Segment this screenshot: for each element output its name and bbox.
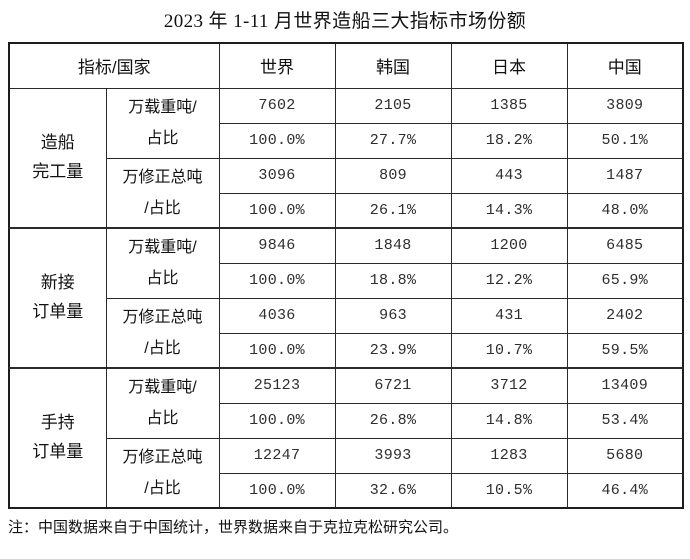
country-header-japan: 日本 (450, 42, 568, 89)
country-header-china: 中国 (566, 42, 684, 89)
value-cell: 5680 (566, 437, 684, 474)
share-cell: 50.1% (566, 122, 684, 159)
share-cell: 18.8% (334, 262, 452, 299)
share-cell: 12.2% (450, 262, 568, 299)
share-cell: 23.9% (334, 332, 452, 369)
table-row: 万修正总吨 /占比 3096 809 443 1487 (9, 157, 684, 229)
metric-label-cgt: 万修正总吨 /占比 (105, 437, 220, 509)
table-row: 100.0% 23.9% 10.7% 59.5% (9, 332, 684, 369)
value-cell: 1487 (566, 157, 684, 194)
corner-header-cell: 指标/国家 (8, 42, 220, 89)
share-cell: 100.0% (218, 472, 336, 509)
value-cell: 12247 (218, 437, 336, 474)
shipbuilding-indicators-table: 指标/国家 世界 韩国 日本 中国 造船 完工量 万载重吨/ 占比 7602 2… (8, 42, 685, 509)
share-cell: 18.2% (450, 122, 568, 159)
table-row: 手持 订单量 万载重吨/ 占比 25123 6721 3712 13409 (8, 367, 684, 509)
share-cell: 14.8% (450, 402, 568, 439)
table-row: 100.0% 26.1% 14.3% 48.0% (9, 192, 684, 229)
table-row: 100.0% 27.7% 18.2% 50.1% (9, 122, 684, 159)
country-header-korea: 韩国 (334, 42, 452, 89)
share-cell: 100.0% (218, 402, 336, 439)
section-label-completions: 造船 完工量 (8, 87, 107, 229)
metric-label-cgt: 万修正总吨 /占比 (105, 157, 220, 229)
value-cell: 1848 (334, 227, 452, 264)
table-header-row: 指标/国家 世界 韩国 日本 中国 (8, 42, 684, 89)
value-cell: 6485 (566, 227, 684, 264)
share-cell: 10.7% (450, 332, 568, 369)
value-cell: 809 (334, 157, 452, 194)
share-cell: 59.5% (566, 332, 684, 369)
value-cell: 3712 (450, 367, 568, 404)
value-cell: 431 (450, 297, 568, 334)
section-label-backlog: 手持 订单量 (8, 367, 107, 509)
section-label-new-orders: 新接 订单量 (8, 227, 107, 369)
table-row: 万修正总吨 /占比 12247 3993 1283 5680 (9, 437, 684, 509)
value-cell: 6721 (334, 367, 452, 404)
value-cell: 7602 (218, 87, 336, 124)
table-row: 万修正总吨 /占比 4036 963 431 2402 (9, 297, 684, 369)
value-cell: 2402 (566, 297, 684, 334)
metric-label-cgt: 万修正总吨 /占比 (105, 297, 220, 369)
value-cell: 1283 (450, 437, 568, 474)
value-cell: 3993 (334, 437, 452, 474)
table-row: 100.0% 32.6% 10.5% 46.4% (9, 472, 684, 509)
value-cell: 443 (450, 157, 568, 194)
table-row: 造船 完工量 万载重吨/ 占比 7602 2105 1385 3809 (8, 87, 684, 229)
table-row: 新接 订单量 万载重吨/ 占比 9846 1848 1200 6485 (8, 227, 684, 369)
share-cell: 65.9% (566, 262, 684, 299)
share-cell: 27.7% (334, 122, 452, 159)
share-cell: 100.0% (218, 122, 336, 159)
value-cell: 4036 (218, 297, 336, 334)
table-row: 100.0% 18.8% 12.2% 65.9% (9, 262, 684, 299)
value-cell: 1385 (450, 87, 568, 124)
value-cell: 963 (334, 297, 452, 334)
value-cell: 9846 (218, 227, 336, 264)
value-cell: 3096 (218, 157, 336, 194)
value-cell: 25123 (218, 367, 336, 404)
metric-label-dwt: 万载重吨/ 占比 (105, 87, 220, 159)
share-cell: 100.0% (218, 262, 336, 299)
share-cell: 48.0% (566, 192, 684, 229)
page: 2023 年 1-11 月世界造船三大指标市场份额 指标/国家 世界 韩国 日本… (8, 11, 685, 536)
value-cell: 1200 (450, 227, 568, 264)
share-cell: 46.4% (566, 472, 684, 509)
metric-label-dwt: 万载重吨/ 占比 (105, 367, 220, 439)
page-title: 2023 年 1-11 月世界造船三大指标市场份额 (163, 11, 527, 32)
share-cell: 10.5% (450, 472, 568, 509)
share-cell: 26.8% (334, 402, 452, 439)
share-cell: 53.4% (566, 402, 684, 439)
country-header-world: 世界 (218, 42, 336, 89)
share-cell: 100.0% (218, 332, 336, 369)
share-cell: 26.1% (334, 192, 452, 229)
table-row: 100.0% 26.8% 14.8% 53.4% (9, 402, 684, 439)
share-cell: 32.6% (334, 472, 452, 509)
share-cell: 100.0% (218, 192, 336, 229)
value-cell: 13409 (566, 367, 684, 404)
value-cell: 2105 (334, 87, 452, 124)
metric-label-dwt: 万载重吨/ 占比 (105, 227, 220, 299)
share-cell: 14.3% (450, 192, 568, 229)
value-cell: 3809 (566, 87, 684, 124)
footnote: 注：中国数据来自于中国统计，世界数据来自于克拉克松研究公司。 (8, 519, 459, 536)
